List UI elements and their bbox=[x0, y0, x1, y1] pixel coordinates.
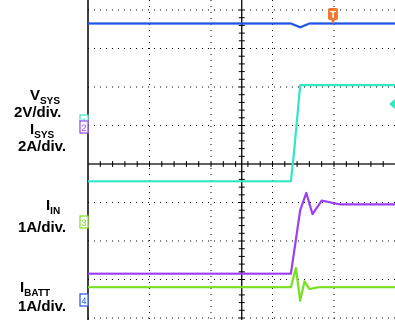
label-isys-main: I bbox=[30, 121, 35, 138]
trace-ch2 bbox=[88, 191, 395, 275]
label-vsys-sub: SYS bbox=[40, 96, 61, 107]
label-ibatt: IBATT bbox=[20, 279, 51, 299]
channel-marker-4: 4 bbox=[79, 293, 89, 307]
scale-ibatt: 1A/div. bbox=[18, 298, 67, 315]
trace-ch4 bbox=[88, 22, 395, 29]
scale-iin: 1A/div. bbox=[18, 219, 67, 236]
offset-arrow bbox=[389, 99, 395, 109]
label-ibatt-main: I bbox=[20, 279, 25, 296]
channel-marker-2: 2 bbox=[79, 120, 89, 134]
channel-marker-3: 3 bbox=[79, 215, 89, 229]
label-isys: ISYS bbox=[30, 121, 55, 141]
label-vsys-main: V bbox=[30, 87, 41, 104]
label-iin-main: I bbox=[46, 197, 51, 214]
scale-isys: 2A/div. bbox=[18, 138, 67, 155]
trace-ch3 bbox=[88, 266, 395, 302]
channel-markers: 1234 bbox=[79, 99, 395, 307]
channel-marker-label: 2 bbox=[81, 123, 86, 133]
trace-ch1 bbox=[88, 84, 395, 183]
grid bbox=[87, 0, 395, 320]
trigger-marker: T bbox=[328, 8, 338, 24]
label-vsys: VSYS bbox=[30, 87, 61, 107]
scale-vsys: 2V/div. bbox=[14, 104, 62, 121]
label-ibatt-sub: BATT bbox=[24, 288, 51, 299]
channel-marker-label: 3 bbox=[81, 218, 86, 228]
channel-marker-label: 4 bbox=[81, 296, 86, 306]
traces bbox=[88, 22, 395, 302]
label-iin: IIN bbox=[46, 197, 61, 217]
label-isys-sub: SYS bbox=[34, 130, 55, 141]
trigger-marker-label: T bbox=[330, 10, 336, 21]
label-iin-sub: IN bbox=[50, 206, 61, 217]
